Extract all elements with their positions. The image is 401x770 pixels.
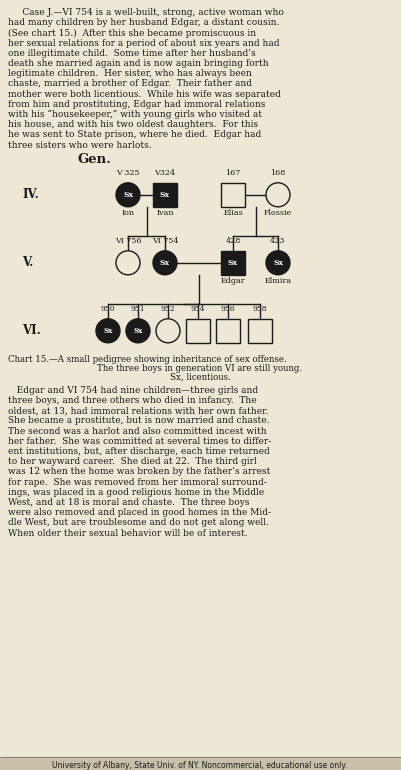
Text: University of Albany, State Univ. of NY. Noncommercial, educational use only.: University of Albany, State Univ. of NY.…	[53, 761, 348, 770]
Text: three boys, and three others who died in infancy.  The: three boys, and three others who died in…	[8, 396, 257, 405]
Text: Elmira: Elmira	[264, 276, 292, 285]
Text: was 12 when the home was broken by the father’s arrest: was 12 when the home was broken by the f…	[8, 467, 270, 477]
Text: Ivan: Ivan	[156, 209, 174, 217]
Text: mother were both licentious.  While his wife was separated: mother were both licentious. While his w…	[8, 89, 281, 99]
Text: Sx: Sx	[160, 259, 170, 266]
Text: were also removed and placed in good homes in the Mid-: were also removed and placed in good hom…	[8, 508, 271, 517]
Text: V 325: V 325	[116, 169, 140, 177]
Text: oldest, at 13, had immoral relations with her own father.: oldest, at 13, had immoral relations wit…	[8, 407, 268, 415]
Text: (See chart 15.)  After this she became promiscuous in: (See chart 15.) After this she became pr…	[8, 28, 256, 38]
Bar	[153, 182, 177, 207]
Text: 958: 958	[253, 305, 267, 313]
Text: her sexual relations for a period of about six years and had: her sexual relations for a period of abo…	[8, 38, 279, 48]
Text: She became a prostitute, but is now married and chaste.: She became a prostitute, but is now marr…	[8, 417, 269, 425]
Text: VI.: VI.	[22, 324, 41, 337]
Text: Edgar and VI 754 had nine children—three girls and: Edgar and VI 754 had nine children—three…	[8, 386, 258, 395]
Circle shape	[153, 251, 177, 275]
Text: Sx: Sx	[103, 326, 113, 335]
Text: from him and prostituting, Edgar had immoral relations: from him and prostituting, Edgar had imm…	[8, 100, 265, 109]
Text: chaste, married a brother of Edgar.  Their father and: chaste, married a brother of Edgar. Thei…	[8, 79, 252, 89]
Text: 954: 954	[191, 305, 205, 313]
Text: legitimate children.  Her sister, who has always been: legitimate children. Her sister, who has…	[8, 69, 252, 79]
Text: 428: 428	[225, 237, 241, 245]
Text: 950: 950	[101, 305, 115, 313]
Text: dle West, but are troublesome and do not get along well.: dle West, but are troublesome and do not…	[8, 518, 269, 527]
Circle shape	[266, 182, 290, 207]
Text: The second was a harlot and also committed incest with: The second was a harlot and also committ…	[8, 427, 267, 436]
Text: 951: 951	[131, 305, 145, 313]
Circle shape	[126, 319, 150, 343]
Text: her father.  She was committed at several times to differ-: her father. She was committed at several…	[8, 437, 271, 446]
Text: Sx: Sx	[273, 259, 283, 266]
Text: Flossie: Flossie	[264, 209, 292, 217]
Text: 956: 956	[221, 305, 235, 313]
Bar	[221, 251, 245, 275]
Text: Edgar: Edgar	[221, 276, 245, 285]
Text: Gen.: Gen.	[78, 152, 112, 166]
Bar	[186, 319, 210, 343]
Text: 952: 952	[161, 305, 175, 313]
Text: Sx: Sx	[228, 259, 238, 266]
Text: ings, was placed in a good religious home in the Middle: ings, was placed in a good religious hom…	[8, 488, 264, 497]
Text: Sx, licentious.: Sx, licentious.	[170, 373, 231, 382]
Text: 168: 168	[270, 169, 286, 177]
Circle shape	[156, 319, 180, 343]
Text: his house, and with his two oldest daughters.  For this: his house, and with his two oldest daugh…	[8, 120, 258, 129]
Text: The three boys in generation VI are still young.: The three boys in generation VI are stil…	[97, 363, 303, 373]
Text: had many children by her husband Edgar, a distant cousin.: had many children by her husband Edgar, …	[8, 18, 279, 27]
Text: When older their sexual behavior will be of interest.: When older their sexual behavior will be…	[8, 528, 248, 537]
Circle shape	[266, 251, 290, 275]
Text: VI 754: VI 754	[152, 237, 178, 245]
Text: V.: V.	[22, 256, 33, 270]
Text: Chart 15.—A small pedigree showing inheritance of sex offense.: Chart 15.—A small pedigree showing inher…	[8, 355, 287, 363]
Text: Case J.—VI 754 is a well-built, strong, active woman who: Case J.—VI 754 is a well-built, strong, …	[8, 8, 284, 17]
Text: IV.: IV.	[22, 189, 39, 201]
Bar	[216, 319, 240, 343]
Text: three sisters who were harlots.: three sisters who were harlots.	[8, 141, 152, 149]
Text: Sx: Sx	[160, 191, 170, 199]
Text: Elias: Elias	[223, 209, 243, 217]
Text: 423: 423	[270, 237, 286, 245]
Text: V324: V324	[154, 169, 176, 177]
Text: Ion: Ion	[122, 209, 135, 217]
Circle shape	[116, 251, 140, 275]
Text: death she married again and is now again bringing forth: death she married again and is now again…	[8, 59, 269, 68]
Text: one illegitimate child.  Some time after her husband’s: one illegitimate child. Some time after …	[8, 49, 256, 58]
Text: Sx: Sx	[123, 191, 133, 199]
Text: 167: 167	[225, 169, 241, 177]
Text: to her wayward career.  She died at 22.  The third girl: to her wayward career. She died at 22. T…	[8, 457, 257, 466]
Text: ent institutions, but, after discharge, each time returned: ent institutions, but, after discharge, …	[8, 447, 270, 456]
Text: for rape.  She was removed from her immoral surround-: for rape. She was removed from her immor…	[8, 477, 267, 487]
Text: West, and at 18 is moral and chaste.  The three boys: West, and at 18 is moral and chaste. The…	[8, 498, 249, 507]
Bar	[0, 757, 401, 770]
Text: with his “housekeeper,” with young girls who visited at: with his “housekeeper,” with young girls…	[8, 110, 262, 119]
Bar	[248, 319, 272, 343]
Text: VI 756: VI 756	[115, 237, 141, 245]
Text: he was sent to State prison, where he died.  Edgar had: he was sent to State prison, where he di…	[8, 130, 261, 139]
Circle shape	[116, 182, 140, 207]
Circle shape	[96, 319, 120, 343]
Text: Sx: Sx	[134, 326, 143, 335]
Bar	[221, 182, 245, 207]
